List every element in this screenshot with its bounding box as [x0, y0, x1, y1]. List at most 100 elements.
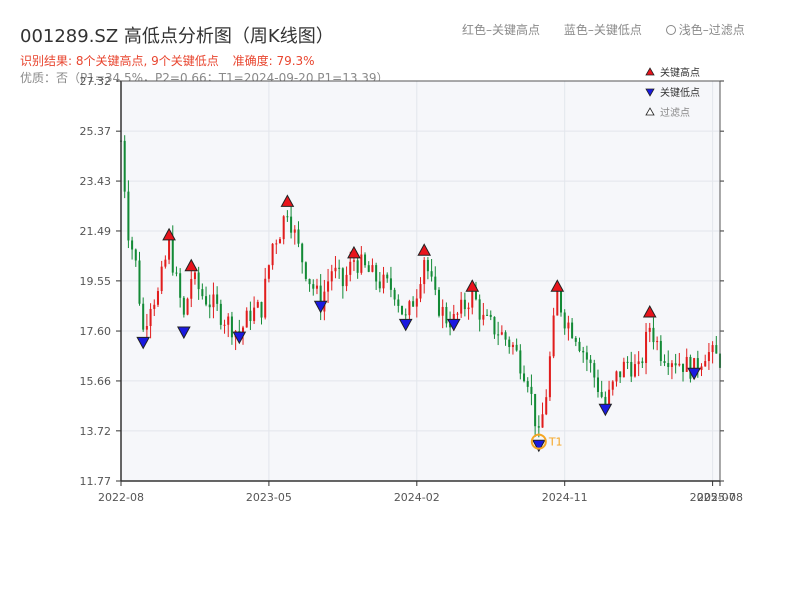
candles-group: [119, 133, 722, 438]
candle-body: [308, 278, 311, 285]
t1-label: T1: [548, 436, 563, 449]
y-tick-label: 17.60: [80, 325, 112, 338]
hollow-circle-icon: [665, 25, 676, 35]
candle-body: [389, 278, 392, 290]
candle-body: [615, 371, 618, 382]
candle-body: [682, 363, 685, 372]
candle-body: [637, 361, 640, 365]
candle-body: [264, 278, 267, 318]
candle-body: [611, 381, 614, 390]
y-tick-label: 13.72: [80, 425, 112, 438]
candle-body: [153, 304, 156, 309]
candle-body: [652, 327, 655, 343]
candle-body: [452, 314, 455, 328]
candle-body: [482, 314, 485, 320]
y-tick-label: 25.37: [80, 125, 112, 138]
candle-body: [282, 216, 285, 240]
candle-body: [415, 298, 418, 307]
candle-body: [571, 322, 574, 338]
candle-body: [456, 313, 459, 315]
candle-body: [267, 265, 270, 279]
candle-body: [134, 249, 137, 261]
candle-body: [589, 359, 592, 364]
candle-body: [312, 284, 315, 289]
key-low-marker: [687, 367, 701, 381]
candle-body: [404, 314, 407, 316]
candle-body: [364, 254, 367, 266]
candle-body: [349, 261, 352, 275]
candle-body: [626, 361, 629, 363]
legend-marker: [645, 88, 655, 97]
candle-body: [319, 285, 322, 312]
candle-body: [574, 337, 577, 342]
candle-body: [212, 294, 215, 308]
candle-body: [689, 356, 692, 379]
x-tick-label: 2024-11: [542, 491, 588, 504]
key-high-marker: [162, 227, 176, 241]
candle-body: [219, 303, 222, 325]
candle-body: [545, 397, 548, 415]
t1-circle: [530, 433, 547, 450]
candle-body: [182, 297, 185, 315]
axes-group: 27.3225.3723.4321.4919.5517.6015.6613.72…: [80, 75, 743, 504]
candle-body: [197, 272, 200, 290]
candle-body: [449, 323, 452, 328]
candle-body: [400, 305, 404, 315]
candle-body: [423, 260, 426, 285]
candle-body: [216, 294, 219, 304]
candle-body: [260, 301, 263, 318]
candle-body: [552, 315, 555, 357]
legend-label: 关键高点: [660, 66, 700, 79]
candle-body: [519, 350, 522, 374]
candle-body: [685, 356, 688, 372]
candle-body: [304, 262, 307, 279]
plot-background: [121, 81, 720, 481]
candle-body: [382, 274, 385, 289]
top-legend-light: 浅色–过滤点: [678, 23, 745, 37]
candle-body: [315, 285, 318, 289]
candle-body: [645, 331, 648, 364]
candle-body: [548, 356, 551, 398]
candle-body: [585, 352, 588, 360]
candle-body: [497, 334, 500, 336]
candle-body: [633, 364, 636, 377]
candle-body: [334, 267, 337, 272]
candle-body: [301, 243, 304, 263]
candle-body: [275, 243, 278, 245]
result-count-text: 识别结果: 8个关键高点, 9个关键低点: [20, 54, 219, 68]
candle-body: [227, 316, 230, 325]
candle-body: [604, 396, 607, 406]
candle-body: [563, 312, 566, 329]
candle-body: [659, 340, 662, 362]
candle-body: [190, 279, 193, 299]
candle-body: [530, 386, 533, 394]
x-tick-label: 2023-05: [246, 491, 292, 504]
candle-body: [486, 314, 489, 316]
key-high-marker: [417, 243, 432, 256]
candle-body: [201, 289, 204, 297]
candle-body: [474, 286, 477, 300]
top-legend-red: 红色–关键高点: [462, 23, 541, 37]
candle-body: [412, 301, 415, 307]
candle-body: [437, 289, 441, 316]
key-low-marker: [313, 300, 328, 314]
key-low-marker: [177, 326, 191, 340]
candle-body: [341, 268, 344, 287]
candle-body: [471, 286, 474, 308]
candle-body: [208, 304, 211, 308]
x-tick-label: 2025-08: [697, 491, 743, 504]
y-tick-label: 21.49: [80, 225, 112, 238]
candle-body: [371, 265, 374, 272]
key-low-marker: [136, 336, 151, 350]
candle-body: [256, 301, 259, 308]
candle-body: [278, 239, 282, 244]
candle-body: [327, 281, 330, 292]
y-tick-label: 23.43: [80, 175, 112, 188]
candle-body: [556, 290, 559, 316]
legend-label: 过滤点: [660, 106, 690, 119]
candle-body: [386, 274, 389, 279]
x-tick-label: 2024-02: [394, 491, 440, 504]
candle-body: [297, 229, 300, 244]
candle-body: [656, 340, 659, 343]
legend-marker: [645, 107, 655, 116]
